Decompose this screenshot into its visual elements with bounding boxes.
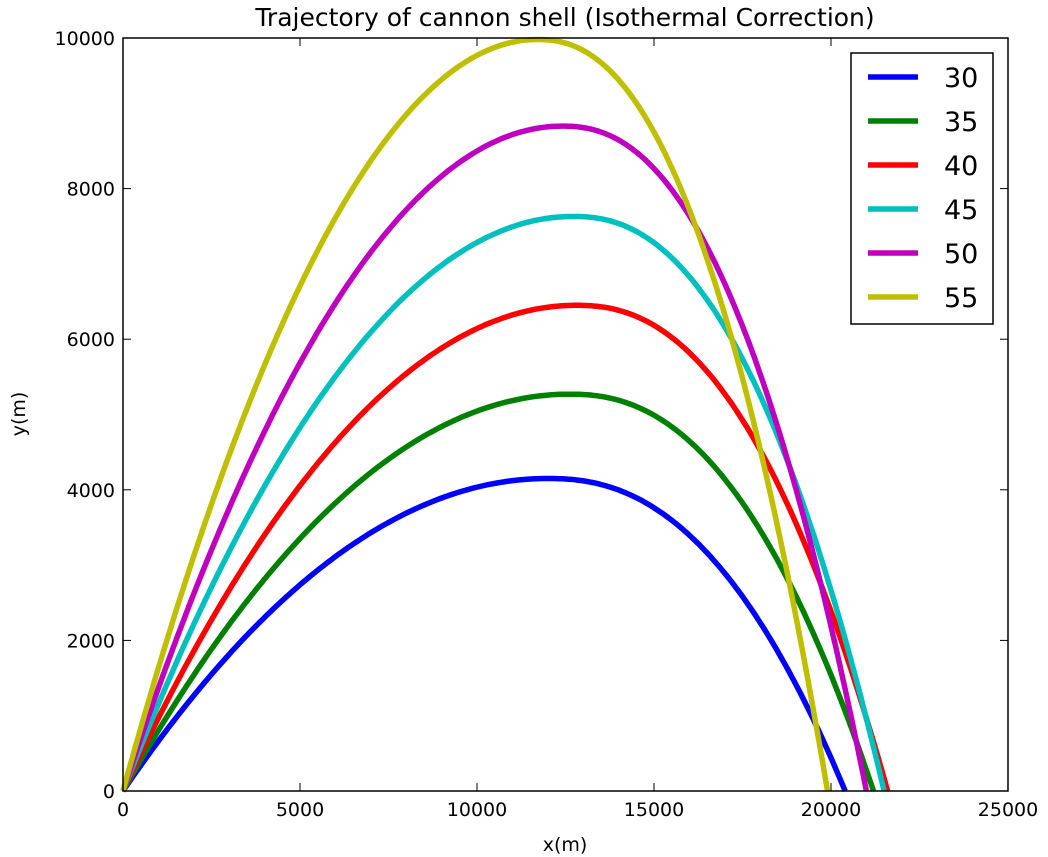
y-tick-label: 4000 — [67, 480, 115, 502]
y-axis: 0 2000 4000 6000 8000 10000 — [55, 28, 1008, 803]
y-tick-label: 6000 — [67, 329, 115, 351]
x-axis-label: x(m) — [543, 834, 588, 856]
y-tick-label: 2000 — [67, 630, 115, 652]
series-lines — [120, 36, 891, 793]
series-line-55 — [120, 36, 831, 792]
chart-title: Trajectory of cannon shell (Isothermal C… — [254, 3, 874, 32]
legend-label: 30 — [944, 63, 978, 94]
y-tick-label: 0 — [103, 781, 115, 803]
legend-label: 45 — [944, 195, 978, 226]
x-tick-label: 25000 — [978, 799, 1038, 821]
x-tick-label: 20000 — [801, 799, 861, 821]
series-line-35 — [120, 391, 877, 793]
x-tick-label: 10000 — [447, 799, 507, 821]
series-line-50 — [120, 123, 870, 792]
series-line-30 — [120, 475, 848, 793]
series-line-40 — [120, 302, 891, 793]
legend-frame — [850, 52, 994, 325]
legend: 30 35 40 45 50 55 — [850, 52, 994, 325]
plot-frame — [122, 37, 1009, 792]
legend-label: 55 — [944, 283, 978, 314]
legend-label: 35 — [944, 107, 978, 138]
legend-label: 40 — [944, 151, 978, 182]
x-tick-label: 5000 — [276, 799, 324, 821]
x-tick-label: 0 — [117, 799, 129, 821]
y-tick-label: 10000 — [55, 28, 115, 50]
x-axis: 0 5000 10000 15000 20000 25000 — [117, 38, 1038, 821]
legend-label: 50 — [944, 239, 978, 270]
y-axis-label: y(m) — [8, 392, 30, 437]
y-tick-label: 8000 — [67, 179, 115, 201]
x-tick-label: 15000 — [624, 799, 684, 821]
